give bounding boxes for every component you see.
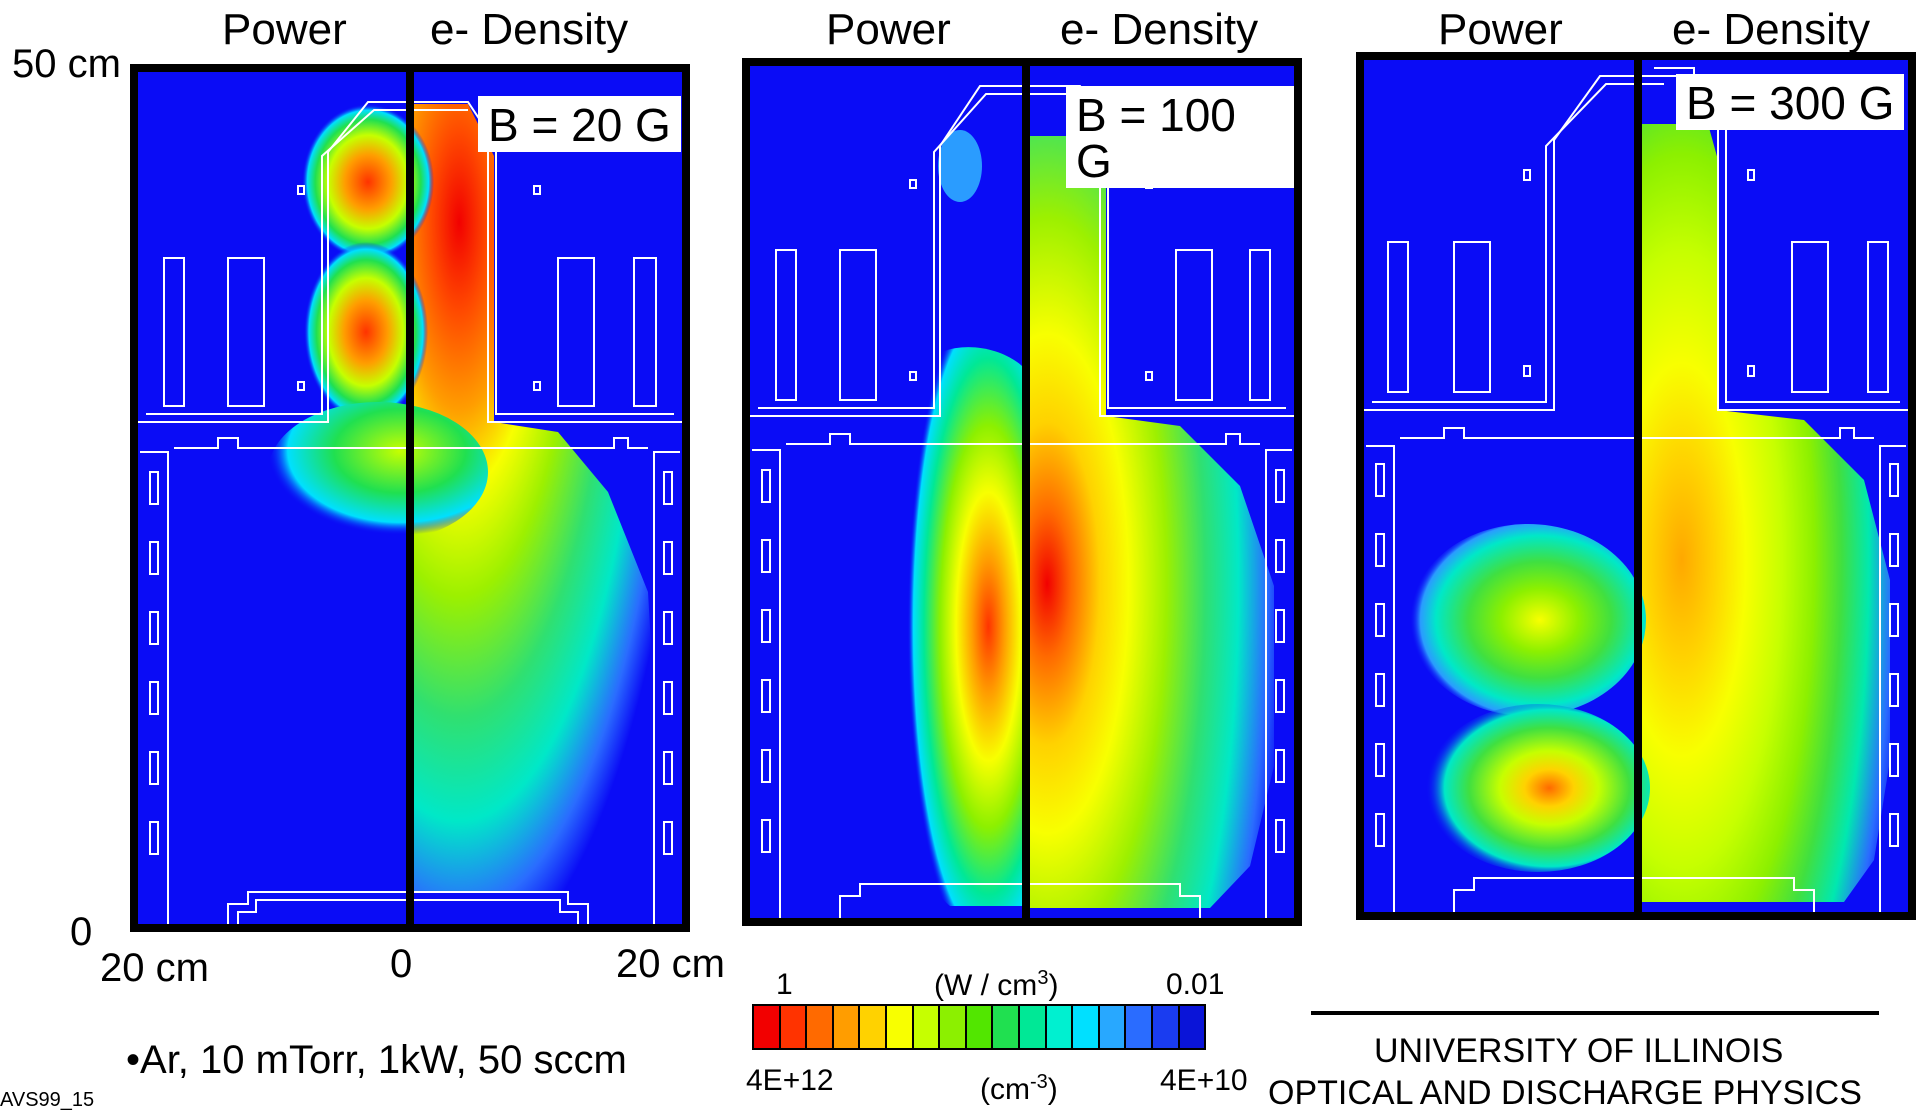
colorbar-density-min: 4E+10 — [1160, 1064, 1248, 1097]
colorbar-swatch — [754, 1006, 781, 1048]
colorbar-swatch — [940, 1006, 967, 1048]
bullet: • — [126, 1038, 141, 1082]
header-power-1: Power — [222, 5, 347, 54]
colorbar-swatch — [1073, 1006, 1100, 1048]
colorbar-swatch — [913, 1006, 941, 1048]
header-power-3: Power — [1438, 5, 1563, 54]
field-label-b100: B = 100 G — [1066, 86, 1294, 188]
colorbar — [752, 1004, 1206, 1050]
density-unit-exp: -3 — [1029, 1071, 1048, 1093]
colorbar-swatch — [1099, 1006, 1127, 1048]
colorbar-power-unit: (W / cm3) — [934, 968, 1058, 1001]
x-axis-center-label: 0 — [390, 942, 413, 986]
colorbar-swatch — [1152, 1006, 1180, 1048]
colorbar-swatch — [966, 1006, 994, 1048]
header-density-3: e- Density — [1672, 5, 1871, 54]
panel-b300-contours — [1364, 60, 1908, 912]
colorbar-swatch — [860, 1006, 887, 1048]
density-unit-suffix: ) — [1047, 1073, 1058, 1106]
colorbar-swatch — [1179, 1006, 1205, 1048]
colorbar-density-unit: (cm-3) — [980, 1072, 1058, 1105]
colorbar-swatch — [833, 1006, 861, 1048]
colorbar-swatch — [886, 1006, 914, 1048]
panel-b20-contours — [138, 72, 682, 924]
power-unit-exp: 3 — [1037, 967, 1049, 989]
institution-line2: OPTICAL AND DISCHARGE PHYSICS — [1268, 1074, 1862, 1112]
panel-b100: B = 100 G — [742, 58, 1302, 926]
panel-b20: B = 20 G — [130, 64, 690, 932]
y-axis-bottom-label: 0 — [70, 910, 93, 954]
colorbar-swatch — [1126, 1006, 1153, 1048]
colorbar-swatch — [1046, 1006, 1074, 1048]
panel-b300: B = 300 G — [1356, 52, 1916, 920]
field-label-b300: B = 300 G — [1676, 74, 1905, 130]
header-power-2: Power — [826, 5, 951, 54]
conditions-value: Ar, 10 mTorr, 1kW, 50 sccm — [140, 1038, 627, 1082]
header-density-1: e- Density — [430, 5, 629, 54]
conditions-text: •Ar, 10 mTorr, 1kW, 50 sccm — [126, 1040, 627, 1080]
colorbar-swatch — [993, 1006, 1020, 1048]
colorbar-power-min: 0.01 — [1166, 968, 1225, 1001]
slide-id: AVS99_15 — [0, 1089, 95, 1111]
x-axis-right-label: 20 cm — [616, 942, 725, 986]
colorbar-swatch — [807, 1006, 834, 1048]
x-axis-left-label: 20 cm — [100, 946, 209, 990]
institution-line1: UNIVERSITY OF ILLINOIS — [1374, 1032, 1784, 1070]
power-unit-prefix: (W / cm — [934, 969, 1038, 1002]
power-unit-suffix: ) — [1048, 969, 1059, 1002]
density-unit-prefix: (cm — [980, 1073, 1030, 1106]
colorbar-swatch — [1019, 1006, 1047, 1048]
field-label-b20: B = 20 G — [478, 96, 681, 152]
colorbar-power-max: 1 — [776, 968, 793, 1001]
y-axis-top-label: 50 cm — [12, 42, 121, 86]
header-density-2: e- Density — [1060, 5, 1259, 54]
panel-b100-contours — [750, 66, 1294, 918]
footer-rule — [1311, 1011, 1879, 1015]
colorbar-swatch — [780, 1006, 808, 1048]
colorbar-density-max: 4E+12 — [746, 1064, 834, 1097]
